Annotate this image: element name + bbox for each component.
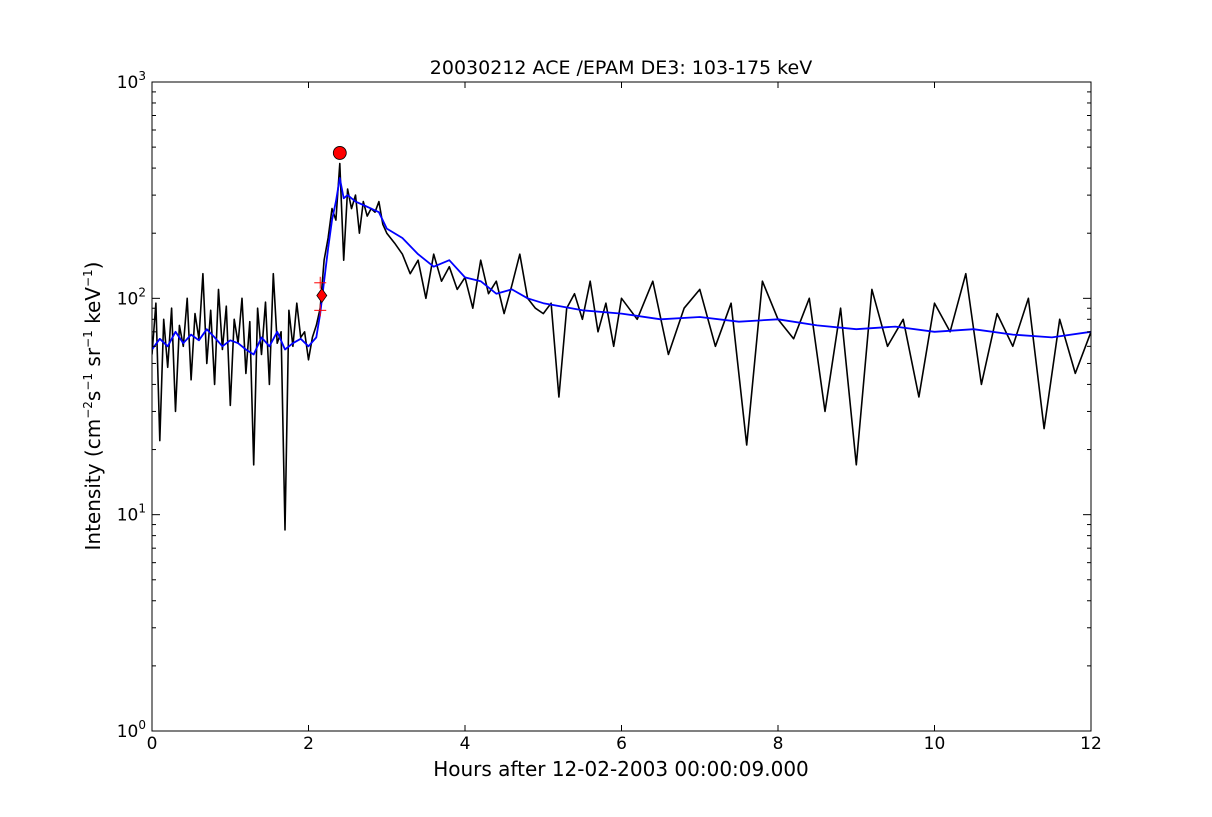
plot-frame <box>151 81 1092 732</box>
y-tick-label: 101 <box>117 502 146 526</box>
axis-ticks: 0 2 4 6 8 10 12 100 101 102 103 <box>117 69 1102 754</box>
y-axis-title: Intensity (cm−2s−1 sr−1 keV−1) <box>81 262 105 551</box>
x-axis-title: Hours after 12-02-2003 00:00:09.000 <box>433 757 809 781</box>
chart-title: 20030212 ACE /EPAM DE3: 103-175 keV <box>430 57 812 79</box>
x-tick-label: 0 <box>147 734 158 754</box>
x-tick-label: 12 <box>1080 734 1102 754</box>
y-tick-label: 102 <box>117 285 146 309</box>
onset-marker <box>316 287 328 304</box>
x-tick-label: 10 <box>924 734 946 754</box>
plus-marker-2 <box>314 276 327 289</box>
y-tick-label: 103 <box>117 69 146 93</box>
series-group <box>152 146 1091 531</box>
series-line-1 <box>152 177 1091 356</box>
y-tick-label: 100 <box>117 718 146 742</box>
x-tick-label: 8 <box>773 734 784 754</box>
plot-area <box>152 146 1091 531</box>
x-tick-label: 2 <box>303 734 314 754</box>
x-tick-label: 6 <box>616 734 627 754</box>
plus-marker-3 <box>314 304 327 317</box>
x-tick-label: 4 <box>460 734 471 754</box>
series-line-0 <box>152 162 1091 531</box>
peak-marker <box>332 146 347 160</box>
